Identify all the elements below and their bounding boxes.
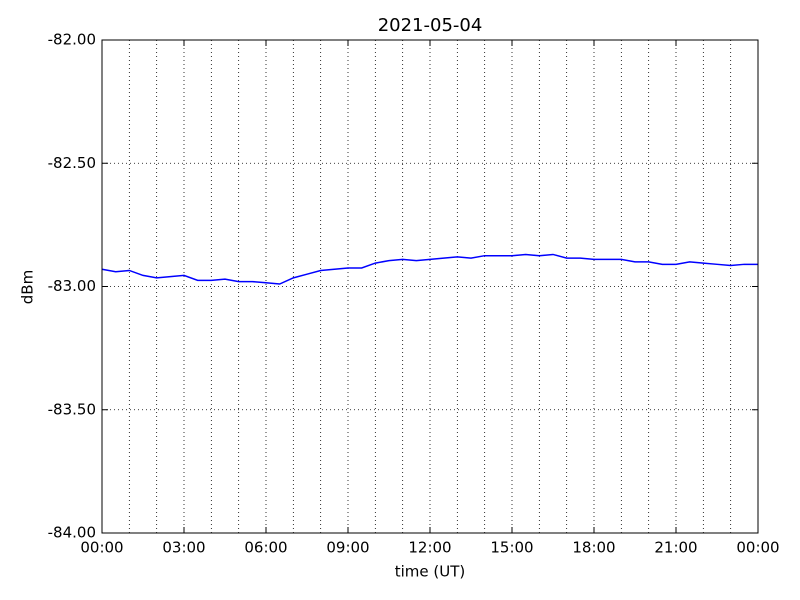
y-tick-label: -82.00 (48, 31, 96, 49)
x-tick-label: 12:00 (408, 539, 451, 557)
x-tick-label: 00:00 (736, 539, 779, 557)
x-tick-label: 03:00 (162, 539, 205, 557)
x-tick-label: 21:00 (654, 539, 697, 557)
y-tick-label: -84.00 (48, 524, 96, 542)
y-tick-label: -83.00 (48, 277, 96, 295)
y-axis-label: dBm (19, 270, 37, 304)
x-tick-label: 18:00 (572, 539, 615, 557)
x-tick-label: 06:00 (244, 539, 287, 557)
y-tick-label: -83.50 (48, 400, 96, 418)
plot-frame (101, 39, 759, 534)
data-line (101, 253, 758, 285)
x-axis-label: time (UT) (395, 563, 466, 581)
x-tick-label: 09:00 (326, 539, 369, 557)
x-tick-label: 00:00 (80, 539, 123, 557)
chart-title: 2021-05-04 (378, 15, 483, 36)
y-tick-label: -82.50 (48, 154, 96, 172)
x-tick-label: 15:00 (490, 539, 533, 557)
